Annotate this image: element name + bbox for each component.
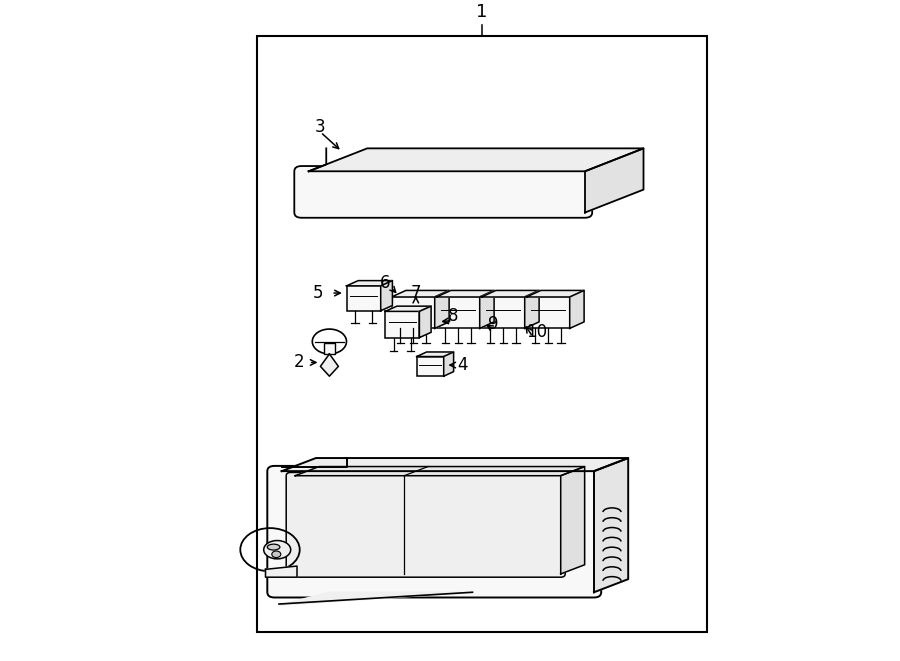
Polygon shape	[295, 467, 585, 476]
Polygon shape	[419, 306, 431, 338]
Polygon shape	[392, 290, 449, 297]
Text: 3: 3	[315, 118, 326, 136]
Circle shape	[272, 551, 281, 558]
Polygon shape	[480, 290, 494, 329]
Text: 4: 4	[457, 356, 468, 374]
Text: 8: 8	[447, 307, 458, 325]
Text: 5: 5	[312, 284, 323, 302]
Text: 7: 7	[410, 284, 421, 302]
FancyBboxPatch shape	[294, 166, 592, 217]
FancyBboxPatch shape	[267, 466, 601, 598]
Ellipse shape	[267, 544, 280, 550]
Polygon shape	[282, 458, 628, 471]
Polygon shape	[444, 352, 454, 376]
Polygon shape	[525, 290, 539, 329]
Bar	[526, 297, 570, 329]
Polygon shape	[561, 467, 585, 574]
Text: 2: 2	[293, 354, 304, 371]
Bar	[482, 297, 525, 329]
Polygon shape	[436, 290, 494, 297]
Polygon shape	[526, 290, 584, 297]
Ellipse shape	[264, 541, 291, 559]
Polygon shape	[279, 592, 472, 605]
Text: 6: 6	[380, 274, 391, 292]
Bar	[417, 356, 444, 376]
Polygon shape	[585, 148, 644, 213]
Polygon shape	[570, 290, 584, 329]
Bar	[346, 286, 381, 311]
Text: 9: 9	[488, 315, 499, 334]
Polygon shape	[346, 281, 392, 286]
Bar	[385, 311, 419, 338]
Polygon shape	[381, 281, 392, 311]
Polygon shape	[320, 354, 338, 376]
Text: 10: 10	[526, 323, 547, 341]
Polygon shape	[417, 352, 454, 356]
Bar	[392, 297, 435, 329]
Polygon shape	[594, 458, 628, 592]
FancyBboxPatch shape	[286, 473, 565, 577]
Text: 1: 1	[476, 3, 487, 21]
Bar	[256, 36, 706, 631]
Polygon shape	[266, 566, 297, 577]
Polygon shape	[482, 290, 539, 297]
Polygon shape	[385, 306, 431, 311]
Bar	[324, 344, 335, 354]
Bar	[436, 297, 480, 329]
Polygon shape	[309, 148, 644, 171]
Polygon shape	[435, 290, 449, 329]
